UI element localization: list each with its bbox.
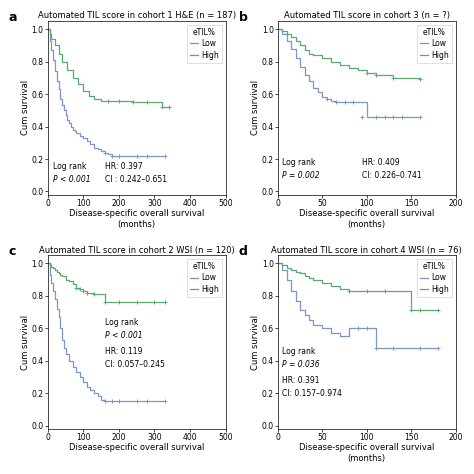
Point xyxy=(133,299,140,306)
Point xyxy=(76,285,83,293)
Text: HR: 0.391: HR: 0.391 xyxy=(283,376,320,385)
Point xyxy=(161,299,169,306)
Point xyxy=(372,344,380,352)
Point xyxy=(115,97,123,104)
Point xyxy=(101,149,109,156)
Text: b: b xyxy=(239,10,248,24)
Text: P = 0.036: P = 0.036 xyxy=(283,360,320,369)
Point xyxy=(390,113,397,120)
Point xyxy=(115,299,123,306)
Point xyxy=(363,287,371,295)
Point xyxy=(434,344,442,352)
Point xyxy=(101,398,109,405)
Point xyxy=(133,398,140,405)
Point xyxy=(408,307,415,314)
Point xyxy=(73,284,80,292)
Point xyxy=(80,287,87,295)
Point xyxy=(341,99,348,106)
Point xyxy=(101,299,109,306)
Point xyxy=(90,291,98,298)
Text: CI : 0.242–0.651: CI : 0.242–0.651 xyxy=(105,175,167,184)
Point xyxy=(115,152,123,160)
Title: Automated TIL score in cohort 4 WSI (n = 76): Automated TIL score in cohort 4 WSI (n =… xyxy=(272,246,462,255)
Point xyxy=(323,95,330,103)
Point xyxy=(434,307,442,314)
Point xyxy=(104,97,112,104)
Point xyxy=(416,76,424,83)
Point xyxy=(372,113,380,120)
X-axis label: Disease-specific overall survival
(months): Disease-specific overall survival (month… xyxy=(299,209,435,228)
Text: HR: 0.409: HR: 0.409 xyxy=(362,158,400,167)
Y-axis label: Cum survival: Cum survival xyxy=(251,315,260,370)
X-axis label: Disease-specific overall survival: Disease-specific overall survival xyxy=(69,444,204,453)
Point xyxy=(390,344,397,352)
X-axis label: Disease-specific overall survival
(months): Disease-specific overall survival (month… xyxy=(69,209,204,228)
Point xyxy=(115,398,123,405)
X-axis label: Disease-specific overall survival
(months): Disease-specific overall survival (month… xyxy=(299,444,435,463)
Text: Log rank: Log rank xyxy=(105,318,138,327)
Title: Automated TIL score in cohort 1 H&E (n = 187): Automated TIL score in cohort 1 H&E (n =… xyxy=(37,11,236,20)
Point xyxy=(165,103,173,111)
Title: Automated TIL score in cohort 3 (n = ?): Automated TIL score in cohort 3 (n = ?) xyxy=(284,11,450,20)
Point xyxy=(133,152,140,160)
Y-axis label: Cum survival: Cum survival xyxy=(21,80,30,136)
Point xyxy=(363,325,371,332)
Text: Log rank: Log rank xyxy=(283,347,316,356)
Point xyxy=(345,287,353,295)
Text: HR: 0.397: HR: 0.397 xyxy=(105,162,142,171)
Point xyxy=(381,287,388,295)
Legend: Low, High: Low, High xyxy=(187,259,222,297)
Point xyxy=(161,152,169,160)
Text: c: c xyxy=(9,245,16,258)
Point xyxy=(416,113,424,120)
Point xyxy=(332,99,339,106)
Point xyxy=(144,152,151,160)
Legend: Low, High: Low, High xyxy=(187,25,222,63)
Y-axis label: Cum survival: Cum survival xyxy=(251,80,260,136)
Point xyxy=(129,99,137,106)
Text: Log rank: Log rank xyxy=(53,162,87,171)
Legend: Low, High: Low, High xyxy=(417,259,452,297)
Point xyxy=(372,71,380,78)
Text: P < 0.001: P < 0.001 xyxy=(53,175,91,184)
Text: P < 0.001: P < 0.001 xyxy=(105,331,142,340)
Point xyxy=(381,113,388,120)
Text: P = 0.002: P = 0.002 xyxy=(283,172,320,181)
Point xyxy=(350,99,357,106)
Text: CI: 0.157–0.974: CI: 0.157–0.974 xyxy=(283,390,342,399)
Text: CI: 0.226–0.741: CI: 0.226–0.741 xyxy=(362,172,422,181)
Point xyxy=(161,398,169,405)
Text: d: d xyxy=(239,245,248,258)
Point xyxy=(363,69,371,77)
Point xyxy=(416,344,424,352)
Point xyxy=(151,299,158,306)
Legend: Low, High: Low, High xyxy=(417,25,452,63)
Point xyxy=(390,74,397,82)
Point xyxy=(358,113,366,120)
Text: CI: 0.057–0.245: CI: 0.057–0.245 xyxy=(105,360,164,369)
Point xyxy=(158,103,165,111)
Point xyxy=(83,289,91,296)
Y-axis label: Cum survival: Cum survival xyxy=(21,315,30,370)
Point xyxy=(144,398,151,405)
Text: Log rank: Log rank xyxy=(283,158,316,167)
Point xyxy=(354,325,362,332)
Point xyxy=(399,113,406,120)
Title: Automated TIL score in cohort 2 WSI (n = 120): Automated TIL score in cohort 2 WSI (n =… xyxy=(39,246,235,255)
Point xyxy=(416,307,424,314)
Point xyxy=(108,398,116,405)
Point xyxy=(108,152,116,160)
Point xyxy=(144,99,151,106)
Text: HR: 0.119: HR: 0.119 xyxy=(105,347,142,356)
Text: a: a xyxy=(9,10,17,24)
